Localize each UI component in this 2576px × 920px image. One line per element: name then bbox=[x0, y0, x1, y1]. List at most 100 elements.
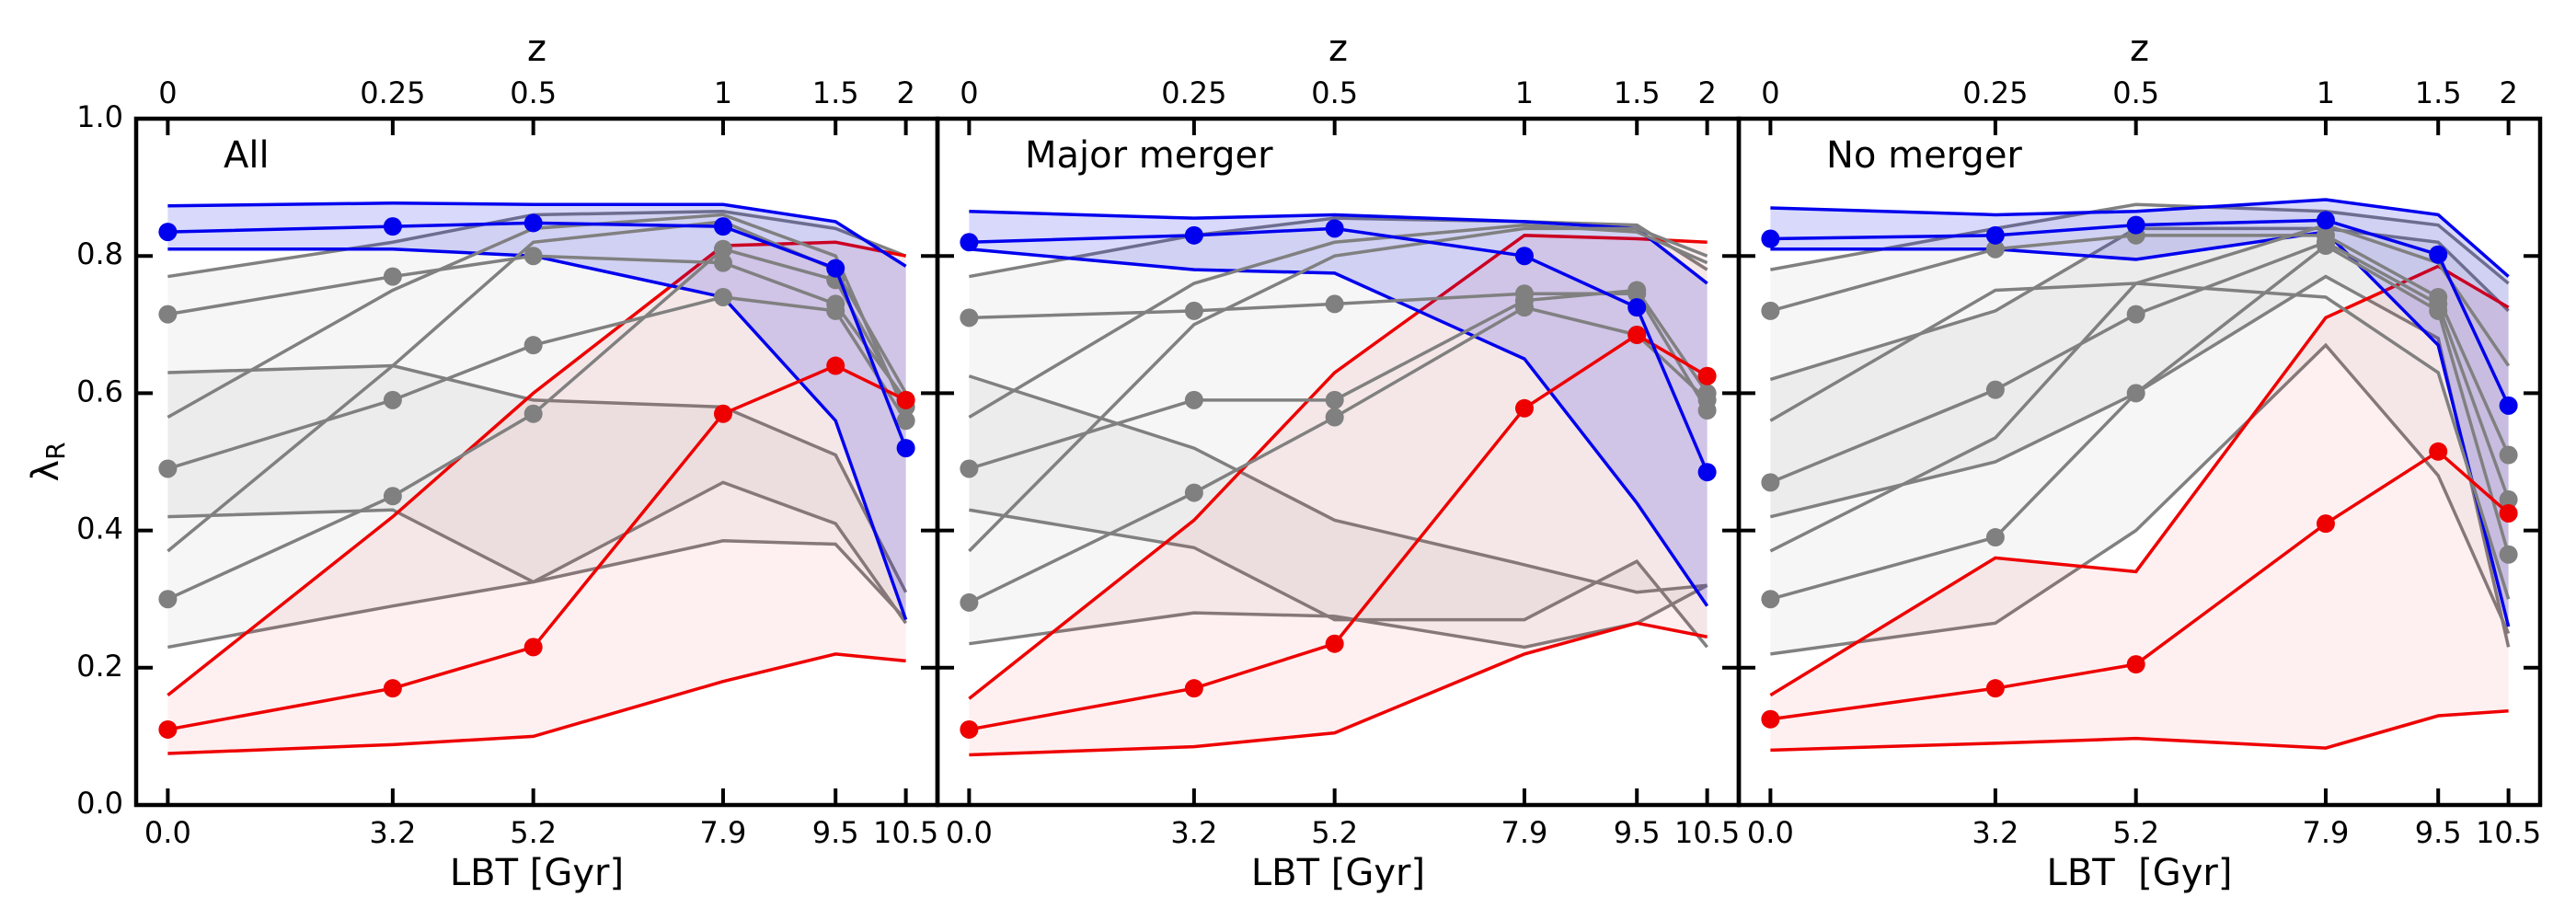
marker bbox=[523, 247, 543, 266]
y-tick-label: 0.8 bbox=[76, 236, 123, 271]
marker bbox=[1184, 301, 1203, 320]
band-lower bbox=[167, 652, 906, 755]
marker bbox=[1761, 590, 1780, 609]
marker bbox=[2499, 396, 2518, 415]
series-line bbox=[968, 223, 1708, 420]
x-tick-label: 10.5 bbox=[2476, 815, 2541, 850]
series-line bbox=[1769, 240, 2511, 500]
marker bbox=[383, 217, 402, 236]
y-axis-symbol: λ bbox=[25, 460, 67, 482]
marker bbox=[960, 459, 979, 478]
series-line bbox=[167, 220, 908, 553]
x-tick-label: 10.5 bbox=[1674, 815, 1740, 850]
band-lower bbox=[1770, 709, 2509, 753]
marker bbox=[2126, 384, 2145, 403]
y-axis-label: λR bbox=[25, 442, 71, 481]
marker bbox=[2499, 503, 2518, 523]
series-line bbox=[969, 292, 1709, 411]
marker bbox=[1184, 225, 1203, 245]
x2-tick-label: 1.5 bbox=[1614, 75, 1661, 110]
marker bbox=[383, 390, 402, 409]
marker bbox=[1514, 298, 1534, 317]
x-tick-label: 7.9 bbox=[2303, 815, 2350, 850]
series-line bbox=[968, 305, 1708, 604]
x-tick-label: 5.2 bbox=[2112, 815, 2159, 850]
x2-tick-label: 0.5 bbox=[510, 75, 557, 110]
x2-tick-label: 0 bbox=[1761, 75, 1779, 110]
x-tick-label: 5.2 bbox=[1311, 815, 1358, 850]
band-fill bbox=[969, 375, 1708, 648]
marker bbox=[960, 308, 979, 328]
band-fill bbox=[167, 242, 906, 754]
panel-title: Major merger bbox=[1025, 134, 1273, 177]
x2-tick-label: 2 bbox=[2499, 75, 2517, 110]
marker bbox=[826, 356, 845, 375]
marker bbox=[1184, 483, 1203, 502]
marker bbox=[960, 233, 979, 252]
marker bbox=[2499, 445, 2518, 465]
marker bbox=[896, 390, 915, 409]
marker bbox=[1325, 408, 1344, 427]
marker bbox=[2316, 236, 2335, 256]
marker bbox=[383, 679, 402, 698]
series-line bbox=[1769, 234, 2511, 456]
marker bbox=[523, 213, 543, 233]
series-line bbox=[969, 332, 1708, 731]
marker bbox=[383, 487, 402, 506]
marker bbox=[1985, 528, 2005, 547]
marker bbox=[158, 305, 178, 324]
marker bbox=[2316, 211, 2335, 230]
series-line bbox=[969, 226, 1709, 473]
series-line bbox=[167, 254, 908, 401]
marker bbox=[960, 719, 979, 739]
marker bbox=[158, 459, 178, 478]
marker bbox=[826, 301, 845, 320]
marker bbox=[1627, 281, 1647, 300]
band-fill bbox=[1770, 200, 2509, 627]
x-tick-label: 9.5 bbox=[2415, 815, 2462, 850]
marker bbox=[1985, 679, 2005, 698]
panel-title: No merger bbox=[1826, 134, 2022, 177]
x-tick-label: 3.2 bbox=[1170, 815, 1217, 850]
x-axis-label: LBT [Gyr] bbox=[1251, 852, 1425, 894]
y-tick-label: 0.4 bbox=[76, 512, 123, 546]
band-fill bbox=[167, 211, 906, 648]
marker bbox=[1514, 247, 1534, 266]
marker bbox=[713, 253, 732, 272]
band-upper bbox=[167, 201, 907, 268]
series-line bbox=[1770, 218, 2511, 407]
x2-tick-label: 2 bbox=[896, 75, 914, 110]
x2-axis-label: z bbox=[2130, 28, 2149, 70]
marker bbox=[2126, 215, 2145, 235]
x2-tick-label: 0.25 bbox=[1962, 75, 2028, 110]
marker bbox=[1697, 390, 1717, 409]
marker bbox=[1761, 473, 1780, 492]
band-upper bbox=[1769, 226, 2510, 382]
marker bbox=[896, 439, 915, 458]
x-tick-label: 7.9 bbox=[1501, 815, 1548, 850]
x2-tick-label: 2 bbox=[1697, 75, 1716, 110]
marker bbox=[1184, 390, 1203, 409]
x-axis-label: LBT [Gyr] bbox=[450, 852, 624, 894]
x2-tick-label: 0.5 bbox=[1311, 75, 1358, 110]
marker bbox=[2429, 301, 2448, 320]
marker bbox=[896, 411, 915, 431]
band-lower bbox=[969, 583, 1708, 650]
band-lower bbox=[969, 508, 1708, 649]
marker bbox=[523, 638, 543, 657]
band-upper bbox=[968, 374, 1708, 594]
marker bbox=[713, 239, 732, 259]
panel: 0.0 3.2 5.2 7.9 9.5 10.5 0 0.25 0.5 1 1.5 2 Major me… bbox=[935, 28, 1742, 894]
series-line bbox=[167, 221, 908, 449]
marker bbox=[2499, 545, 2518, 564]
marker bbox=[1761, 301, 1780, 320]
band-upper bbox=[1769, 264, 2510, 697]
x2-tick-label: 1.5 bbox=[2415, 75, 2462, 110]
x-tick-label: 9.5 bbox=[1614, 815, 1661, 850]
marker bbox=[1325, 390, 1344, 409]
series-line bbox=[167, 295, 908, 471]
x2-tick-label: 0.5 bbox=[2112, 75, 2159, 110]
marker bbox=[713, 287, 732, 306]
marker bbox=[1985, 225, 2005, 245]
